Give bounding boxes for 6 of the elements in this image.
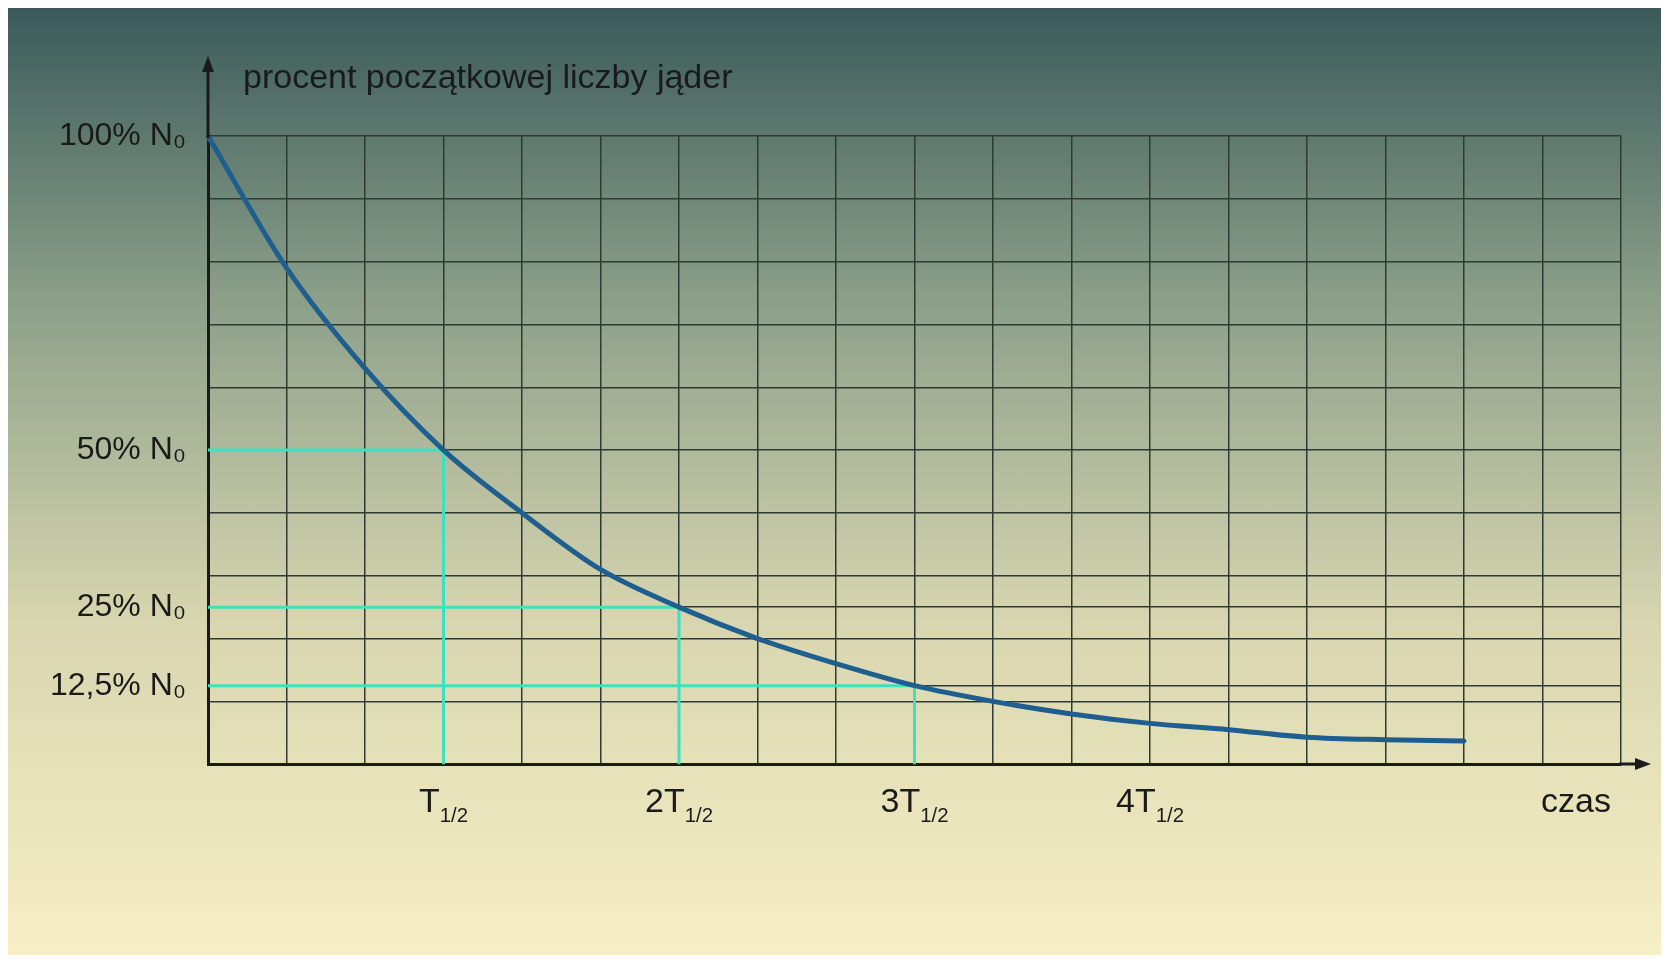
y-tick-label: 25% N₀: [76, 586, 187, 623]
y-axis-title: procent początkowej liczby jąder: [243, 57, 733, 95]
y-tick-label: 100% N₀: [58, 115, 187, 152]
y-tick-label: 50% N₀: [76, 429, 187, 466]
y-tick-label: 12,5% N₀: [50, 665, 187, 702]
x-axis-title: czas: [1541, 781, 1611, 820]
